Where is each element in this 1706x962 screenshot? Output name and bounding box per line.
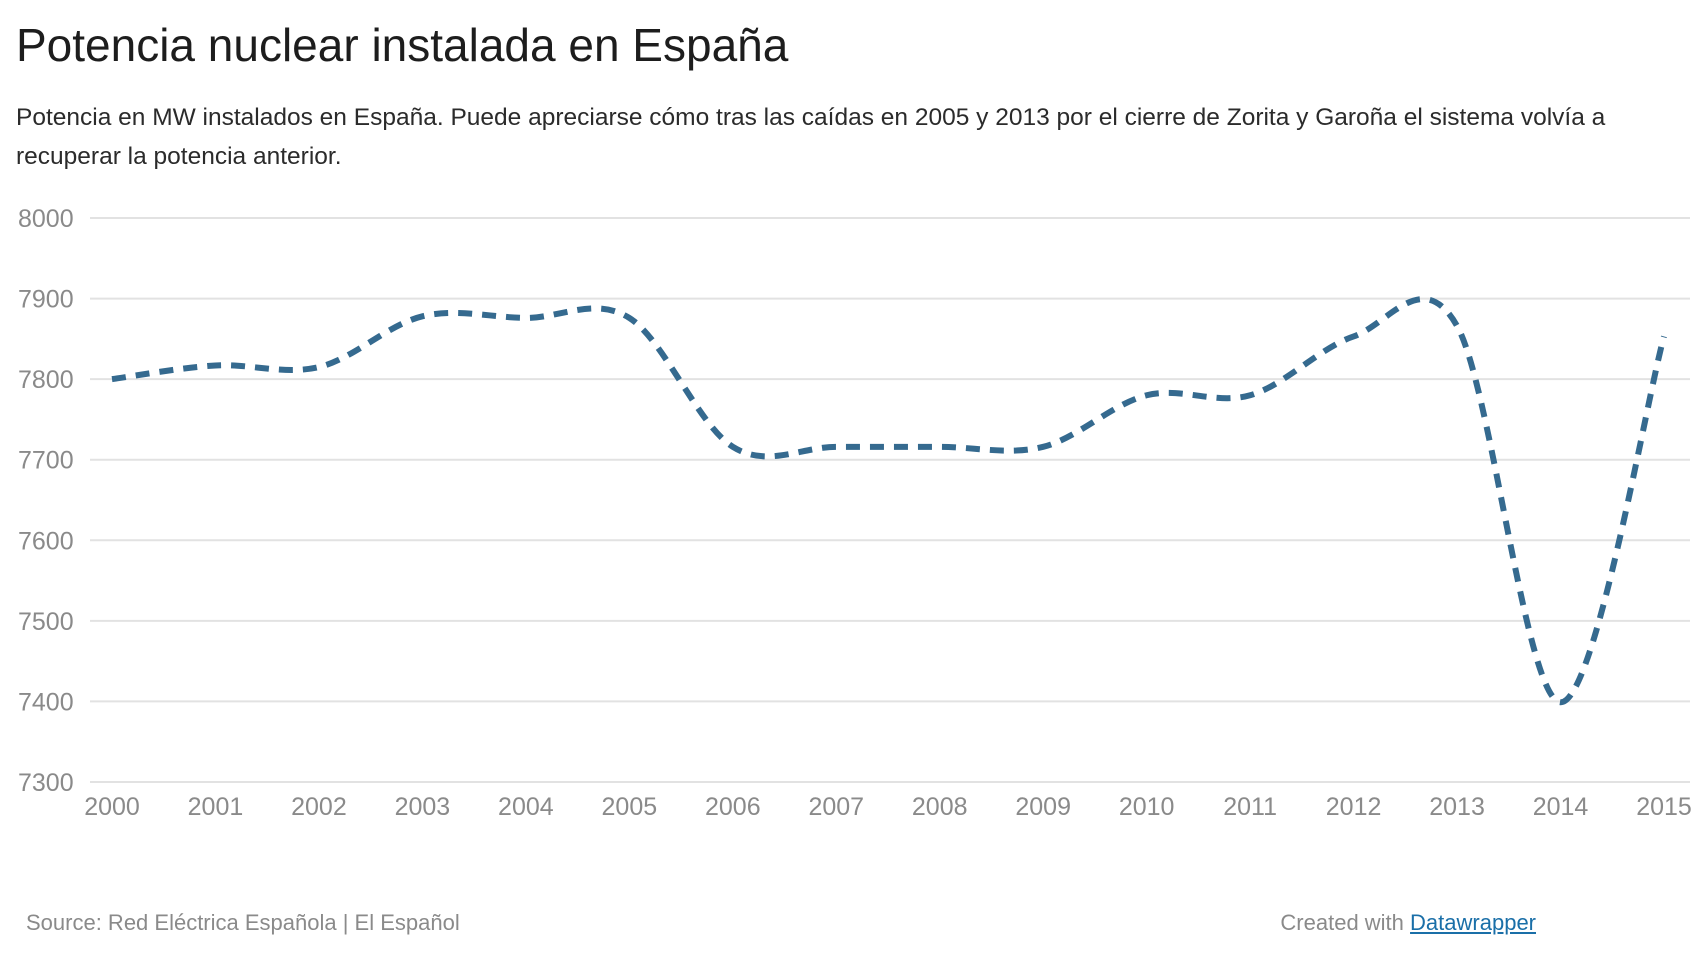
gridlines (90, 217, 1690, 783)
y-tick-label: 7800 (18, 366, 74, 394)
chart-subtitle: Potencia en MW instalados en España. Pue… (16, 104, 1606, 170)
data-point[interactable] (932, 439, 948, 455)
y-tick-label: 7600 (18, 527, 74, 555)
credit-note: Created with Datawrapper (1280, 910, 1536, 936)
x-axis-ticks: 2000 2001 2002 2003 2004 2005 2006 2007 2008 2009… (84, 793, 1692, 821)
x-tick-label: 2011 (1223, 793, 1277, 821)
data-point[interactable] (414, 308, 430, 324)
y-tick-label: 7400 (18, 688, 74, 716)
data-point[interactable] (1656, 328, 1672, 344)
created-with-label: Created with (1280, 910, 1404, 935)
source-note: Source: Red Eléctrica Española | El Espa… (26, 910, 460, 935)
data-point[interactable] (518, 310, 534, 326)
x-tick-label: 2007 (808, 793, 864, 821)
series-layer (104, 296, 1672, 710)
x-tick-label: 2001 (188, 793, 244, 821)
x-tick-label: 2014 (1533, 793, 1589, 821)
data-point[interactable] (1553, 694, 1569, 710)
data-point[interactable] (311, 359, 327, 375)
x-tick-label: 2010 (1119, 793, 1175, 821)
data-point[interactable] (621, 310, 637, 326)
x-tick-label: 2004 (498, 793, 554, 821)
x-tick-label: 2009 (1015, 793, 1071, 821)
x-tick-label: 2002 (291, 793, 347, 821)
data-point[interactable] (104, 371, 120, 387)
x-tick-label: 2015 (1636, 793, 1692, 821)
data-point[interactable] (828, 439, 844, 455)
y-tick-label: 7300 (18, 769, 74, 797)
series-line (111, 296, 1667, 706)
y-tick-label: 7500 (18, 608, 74, 636)
y-axis-ticks: 8000 7900 7800 7700 7600 7500 7400 7300 (18, 205, 74, 797)
chart-title: Potencia nuclear instalada en España (16, 19, 789, 71)
x-tick-label: 2005 (602, 793, 658, 821)
data-point[interactable] (725, 439, 741, 455)
x-tick-label: 2006 (705, 793, 761, 821)
data-point[interactable] (207, 357, 223, 373)
data-point[interactable] (1139, 387, 1155, 403)
x-tick-label: 2013 (1429, 793, 1485, 821)
x-tick-label: 2000 (84, 793, 140, 821)
y-tick-label: 8000 (18, 205, 74, 233)
data-point[interactable] (1449, 318, 1465, 334)
x-tick-label: 2003 (395, 793, 451, 821)
y-tick-label: 7900 (18, 286, 74, 314)
x-tick-label: 2012 (1326, 793, 1382, 821)
data-point[interactable] (1242, 387, 1258, 403)
y-tick-label: 7700 (18, 447, 74, 475)
x-tick-label: 2008 (912, 793, 968, 821)
datawrapper-link[interactable]: Datawrapper (1410, 910, 1536, 935)
data-point[interactable] (1346, 328, 1362, 344)
data-point[interactable] (1035, 439, 1051, 455)
